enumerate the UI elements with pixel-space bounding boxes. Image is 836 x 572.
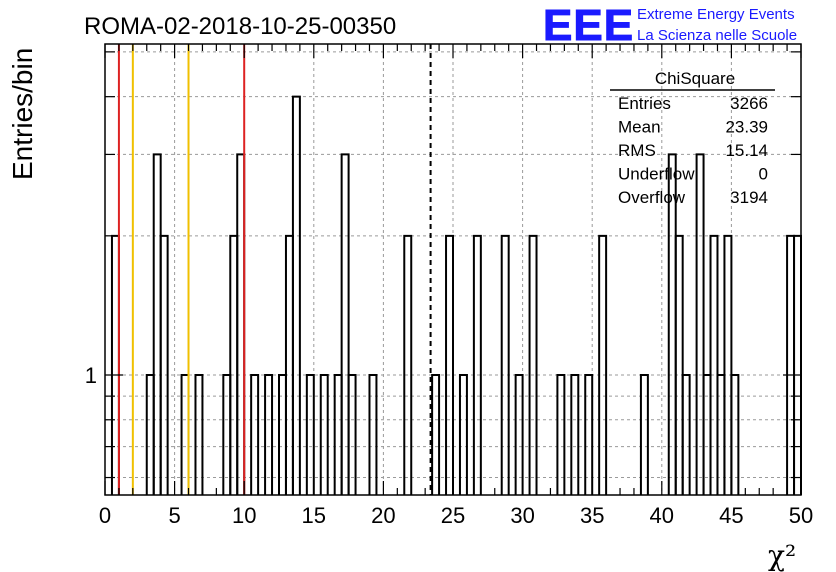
histogram-bars xyxy=(110,95,802,495)
stats-label: Entries xyxy=(618,94,671,113)
histogram-bar xyxy=(333,373,343,495)
histogram-bar xyxy=(514,373,524,495)
histogram-bar xyxy=(723,234,733,495)
histogram-bar xyxy=(695,153,705,495)
histogram-bar xyxy=(709,234,719,495)
histogram-bar xyxy=(180,373,190,495)
histogram-bar xyxy=(716,373,726,495)
histogram-bar xyxy=(305,373,315,495)
histogram-bar xyxy=(222,373,232,495)
histogram-bar xyxy=(236,153,246,495)
stats-value: 23.39 xyxy=(725,118,768,137)
x-axis-label: χ² xyxy=(768,539,796,572)
chart-title: ROMA-02-2018-10-25-00350 xyxy=(84,13,396,40)
logo-line-1: Extreme Energy Events xyxy=(637,6,795,23)
stats-value: 3266 xyxy=(730,94,768,113)
stats-label: RMS xyxy=(618,141,656,160)
histogram-bar xyxy=(264,373,274,495)
histogram-bar xyxy=(284,234,294,495)
histogram-bar xyxy=(702,373,712,495)
histogram-bar xyxy=(145,373,155,495)
histogram-bar xyxy=(278,373,287,495)
histogram-bar xyxy=(472,234,482,495)
histogram-bar xyxy=(340,153,350,495)
histogram-bar xyxy=(674,234,684,495)
histogram-bar xyxy=(570,373,580,495)
stats-label: Overflow xyxy=(618,188,686,207)
x-tick-label: 35 xyxy=(580,503,604,528)
eee-logo: EEE Extreme Energy Events La Scienza nel… xyxy=(543,1,798,51)
reference-lines xyxy=(117,44,432,495)
histogram-bar xyxy=(793,234,802,495)
x-tick-label: 15 xyxy=(302,503,326,528)
histogram-bar xyxy=(194,373,204,495)
stats-label: Underflow xyxy=(618,165,695,184)
histogram-bar xyxy=(681,373,691,495)
histogram-bar xyxy=(159,234,169,495)
y-axis-label: Entries/bin xyxy=(7,48,38,180)
histogram-bar xyxy=(786,234,796,495)
stats-title: ChiSquare xyxy=(655,69,735,88)
histogram-bar xyxy=(110,234,120,495)
histogram-bar xyxy=(403,234,413,495)
histogram-bar xyxy=(229,234,239,495)
x-tick-label: 10 xyxy=(232,503,256,528)
histogram-bar xyxy=(598,234,608,495)
histogram-bar xyxy=(250,373,260,495)
histogram-bar xyxy=(319,373,329,495)
x-tick-label: 30 xyxy=(510,503,534,528)
histogram-bar xyxy=(556,373,566,495)
stats-label: Mean xyxy=(618,118,661,137)
histogram-bar xyxy=(431,373,441,495)
x-tick-label: 25 xyxy=(441,503,465,528)
x-tick-label: 5 xyxy=(168,503,180,528)
histogram-bar xyxy=(730,373,740,495)
x-tick-label: 20 xyxy=(371,503,395,528)
histogram-bar xyxy=(152,153,162,495)
histogram-bar xyxy=(347,373,357,495)
x-tick-label: 0 xyxy=(99,503,111,528)
y-tick-label: 1 xyxy=(85,363,97,388)
histogram-bar xyxy=(639,373,649,495)
x-tick-label: 40 xyxy=(650,503,674,528)
logo-line-2: La Scienza nelle Scuole xyxy=(637,27,797,44)
stats-value: 15.14 xyxy=(725,141,768,160)
histogram-bar xyxy=(500,234,510,495)
stats-box: ChiSquare Entries 3266 Mean 23.39 RMS 15.14 Und… xyxy=(610,69,775,207)
histogram-bar xyxy=(528,234,538,495)
stats-value: 0 xyxy=(759,165,768,184)
histogram-bar xyxy=(584,373,594,495)
histogram-bar xyxy=(291,95,301,495)
stats-value: 3194 xyxy=(730,188,768,207)
x-tick-label: 45 xyxy=(719,503,743,528)
axes: 0 5 10 15 20 25 30 35 40 45 50 1 xyxy=(85,43,813,528)
logo-mark: EEE xyxy=(543,1,634,50)
histogram-bar xyxy=(458,373,468,495)
x-tick-label: 50 xyxy=(789,503,813,528)
histogram-bar xyxy=(368,373,378,495)
histogram-bar xyxy=(445,234,454,495)
